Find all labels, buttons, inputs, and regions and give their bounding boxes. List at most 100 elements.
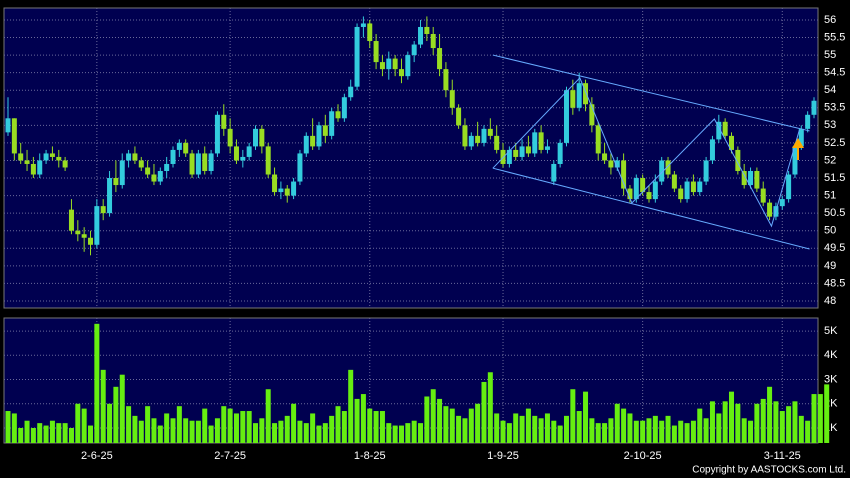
candle-body (646, 192, 652, 200)
volume-bar (75, 403, 81, 443)
candle-body (589, 104, 595, 126)
candle-body (322, 125, 328, 136)
candle-body (786, 174, 792, 200)
volume-bar (735, 403, 741, 443)
y-tick-label: 54 (824, 84, 836, 96)
candle-body (557, 142, 563, 164)
candle-body (202, 153, 208, 171)
volume-bar (214, 418, 220, 443)
volume-bar (671, 425, 677, 443)
candle-body (741, 170, 747, 186)
volume-bar (240, 411, 246, 443)
volume-bar (709, 401, 715, 443)
volume-bar (652, 415, 658, 443)
candle-body (519, 146, 525, 157)
volume-bar (341, 411, 347, 443)
candle-body (563, 90, 569, 143)
volume-bar (43, 425, 49, 443)
volume-bar (468, 408, 474, 443)
candle-body (62, 160, 68, 168)
volume-bar (284, 415, 290, 443)
volume-bar (335, 406, 341, 443)
candle-body (576, 83, 582, 108)
volume-bar (538, 418, 544, 443)
candle-body (183, 142, 189, 154)
candle-body (621, 160, 627, 189)
x-tick-label: 2-7-25 (214, 450, 246, 462)
volume-bar (627, 413, 633, 443)
volume-bar (62, 423, 68, 443)
candle-body (760, 188, 766, 203)
candle-body (456, 107, 462, 126)
candle-body (779, 199, 785, 207)
volume-bar (646, 418, 652, 443)
volume-bar (18, 427, 24, 443)
candle-body (88, 237, 94, 245)
volume-bar (246, 411, 252, 443)
candle-body (665, 160, 671, 175)
volume-bar (303, 423, 309, 443)
y-tick-label: 52.5 (824, 137, 845, 149)
candle-body (227, 128, 233, 147)
candle-body (303, 135, 309, 154)
y-tick-label: 55.5 (824, 31, 845, 43)
volume-bar (233, 413, 239, 443)
x-tick-label: 3-11-25 (764, 450, 801, 462)
volume-bar (430, 389, 436, 443)
candle-body (703, 160, 709, 182)
y-tick-label: 49.5 (824, 242, 845, 254)
candle-body (379, 62, 385, 70)
volume-bar (310, 413, 316, 443)
volume-bar (398, 425, 404, 443)
candle-body (195, 153, 201, 175)
candle-body (652, 181, 658, 200)
candle-body (310, 135, 316, 147)
candle-body (164, 163, 170, 171)
volume-bar (519, 415, 525, 443)
candle-body (678, 188, 684, 200)
candle-body (81, 234, 87, 238)
volume-bar (665, 415, 671, 443)
volume-bar (792, 401, 798, 443)
candle-body (525, 146, 531, 154)
volume-bar (786, 406, 792, 443)
volume-bar (291, 403, 297, 443)
volume-bar (716, 413, 722, 443)
candle-body (411, 44, 417, 56)
volume-bar (386, 423, 392, 443)
volume-bar (576, 411, 582, 443)
candle-body (392, 58, 398, 70)
copyright: Copyright by AASTOCKS.com Ltd. (692, 465, 846, 476)
candle-body (11, 118, 17, 154)
volume-bar (640, 420, 646, 443)
candle-body (43, 153, 49, 161)
y-tick-label: 50.5 (824, 207, 845, 219)
candle-body (443, 69, 449, 91)
volume-bar (329, 415, 335, 443)
candle-body (690, 181, 696, 193)
x-tick-label: 2-6-25 (81, 450, 113, 462)
candle-body (811, 100, 817, 115)
volume-bar (494, 413, 500, 443)
volume-bar (348, 369, 354, 443)
candle-body (468, 135, 474, 147)
volume-bar (5, 411, 11, 443)
volume-bar (602, 423, 608, 443)
volume-bar (405, 423, 411, 443)
volume-bar (272, 423, 278, 443)
candle-body (113, 178, 119, 186)
y-tick-label: 48 (824, 295, 836, 307)
candle-body (56, 156, 62, 161)
candle-body (437, 48, 443, 70)
volume-bar (500, 420, 506, 443)
candle-body (595, 125, 601, 154)
y-tick-label: 53 (824, 119, 836, 131)
y-tick-label: 51.5 (824, 172, 845, 184)
y-tick-label: 48.5 (824, 277, 845, 289)
volume-bar (760, 398, 766, 443)
candle-body (430, 33, 436, 49)
candle-body (627, 188, 633, 200)
volume-bar (221, 406, 227, 443)
y-tick-label: 50 (824, 225, 836, 237)
candle-body (614, 160, 620, 168)
